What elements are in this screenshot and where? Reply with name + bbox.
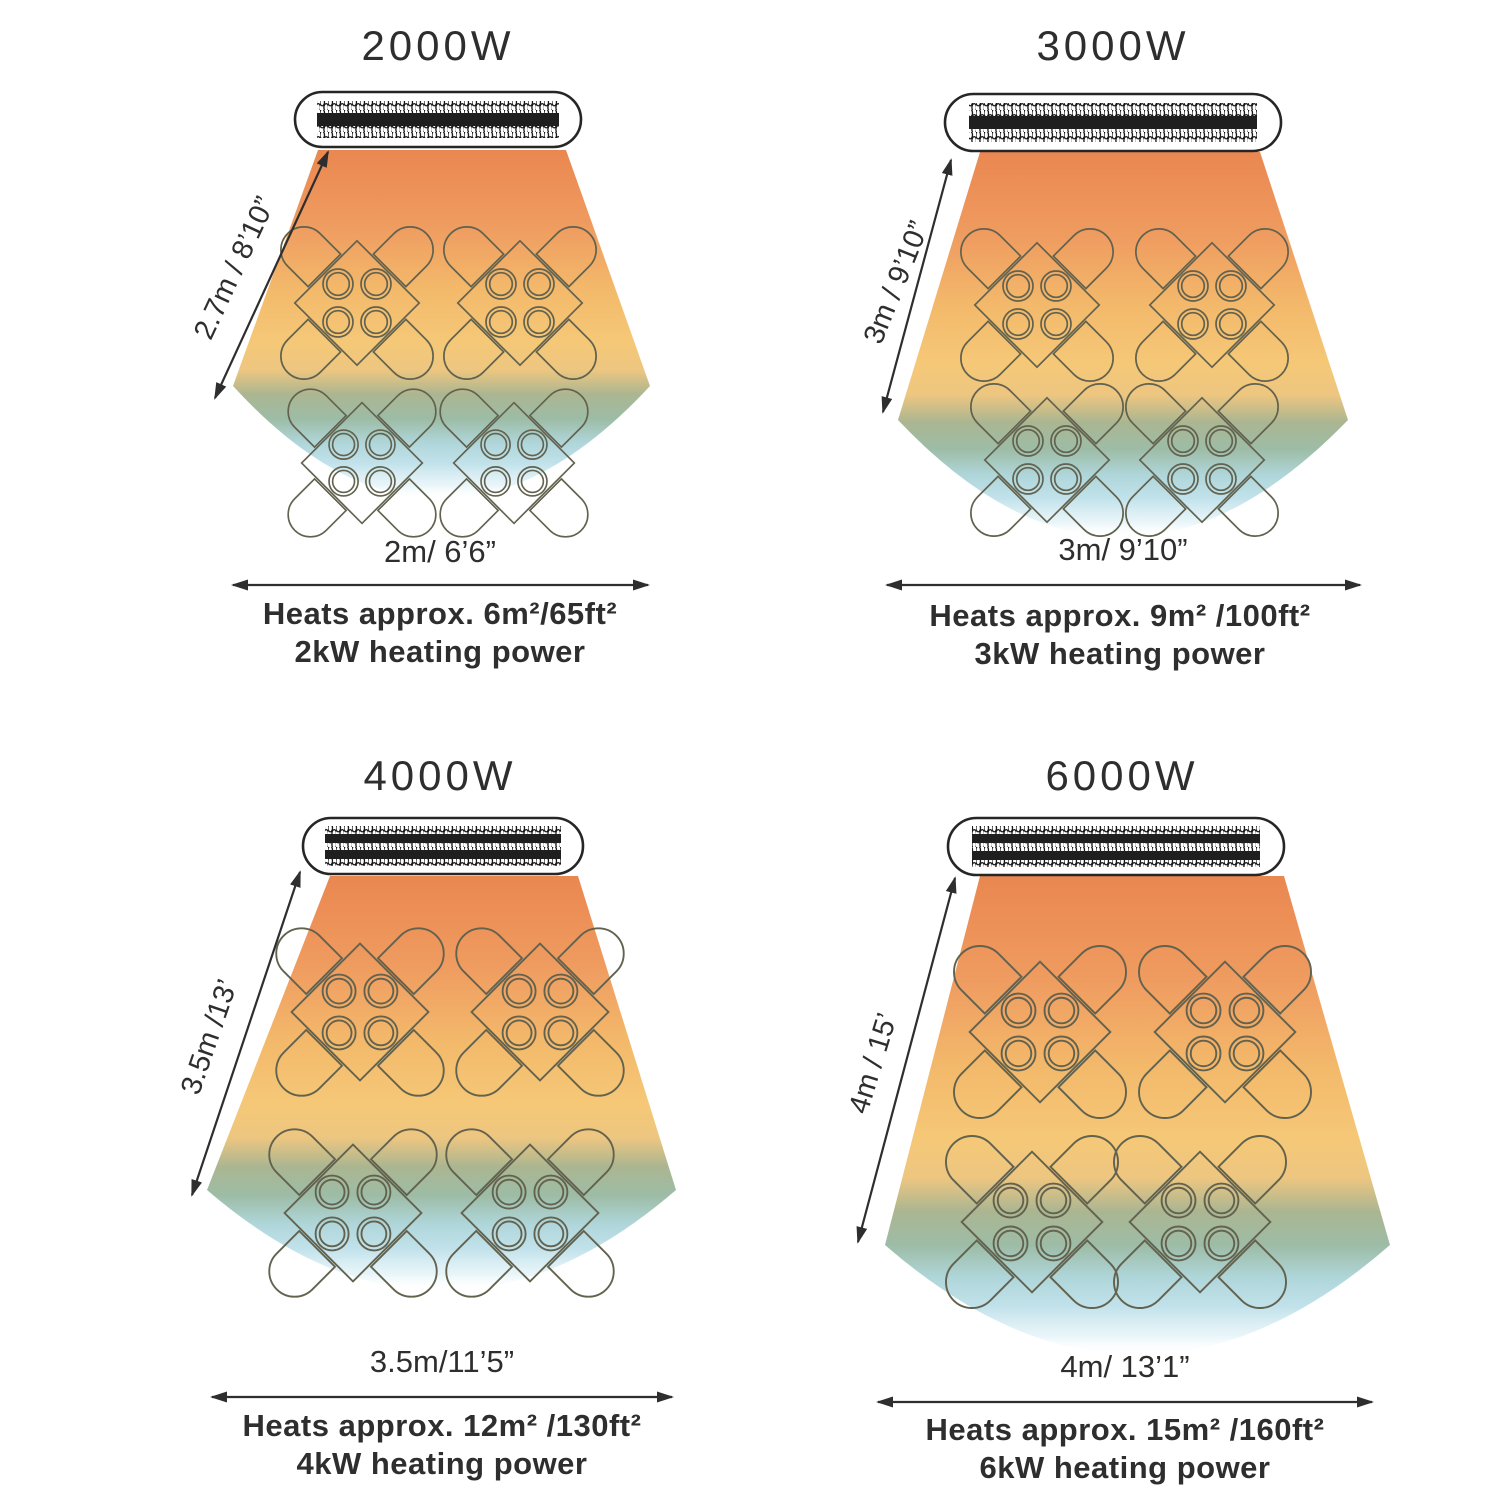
- panel-2000w: 2000W 2.7m / 8’10” 2m/ 6’6” Heats approx…: [188, 22, 650, 669]
- area-text: Heats approx. 6m²/65ft²: [263, 596, 617, 631]
- panel-title: 4000W: [363, 752, 516, 799]
- heat-zone: [233, 150, 650, 499]
- heater-graphic: [301, 816, 585, 876]
- heat-zone: [885, 876, 1390, 1355]
- width-label: 3.5m/11’5”: [370, 1344, 514, 1379]
- height-label: 3m / 9’10”: [858, 217, 936, 349]
- panel-6000w: 6000W 4m / 15’ 4m/ 13’1” Heats approx. 1…: [843, 752, 1390, 1485]
- width-label: 4m/ 13’1”: [1060, 1349, 1189, 1384]
- width-label: 2m/ 6’6”: [384, 534, 496, 569]
- panel-title: 3000W: [1036, 22, 1189, 69]
- area-text: Heats approx. 9m² /100ft²: [929, 598, 1310, 633]
- width-dimension: 4m/ 13’1”: [876, 1349, 1374, 1408]
- width-dimension: 3m/ 9’10”: [885, 532, 1362, 591]
- panel-3000w: 3000W 3m / 9’10” 3m/ 9’10” Heats approx.…: [858, 22, 1362, 671]
- area-text: Heats approx. 12m² /130ft²: [243, 1408, 642, 1443]
- height-label: 3.5m /13’: [175, 975, 244, 1098]
- panel-4000w: 4000W 3.5m /13’ 3.5m/11’5” Heats approx.…: [175, 752, 676, 1481]
- power-text: 6kW heating power: [980, 1450, 1271, 1485]
- power-text: 2kW heating power: [295, 634, 586, 669]
- panel-title: 2000W: [361, 22, 514, 69]
- power-text: 3kW heating power: [975, 636, 1266, 671]
- area-text: Heats approx. 15m² /160ft²: [926, 1412, 1325, 1447]
- heater-graphic: [946, 816, 1286, 877]
- width-label: 3m/ 9’10”: [1058, 532, 1187, 567]
- heater-graphic: [943, 92, 1283, 153]
- heater-graphic: [293, 90, 583, 149]
- panel-title: 6000W: [1045, 752, 1198, 799]
- power-text: 4kW heating power: [297, 1446, 588, 1481]
- width-dimension: 2m/ 6’6”: [231, 534, 650, 591]
- width-dimension: 3.5m/11’5”: [210, 1344, 674, 1403]
